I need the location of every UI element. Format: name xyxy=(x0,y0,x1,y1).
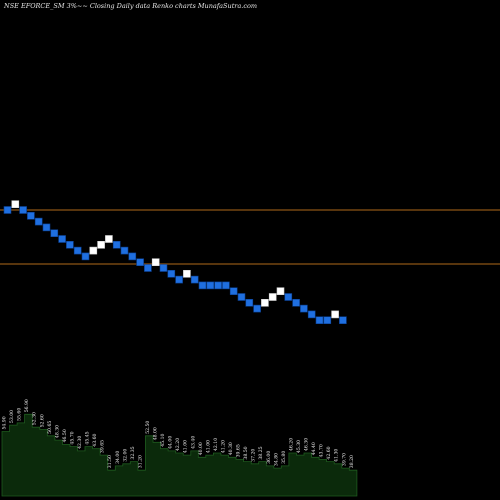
volume-label: 44.40 xyxy=(311,442,317,455)
volume-label: 36.00 xyxy=(266,451,272,464)
volume-label: 38.25 xyxy=(258,446,264,459)
brick-16-down xyxy=(120,246,129,255)
chart-title: NSE EFORCE_SM 3%~~ Closing Daily data Re… xyxy=(3,2,257,10)
volume-label: 40.30 xyxy=(228,442,234,455)
volume-label: 45.30 xyxy=(296,440,302,453)
volume-label: 53.00 xyxy=(9,410,15,423)
volume-label: 41.20 xyxy=(220,440,226,453)
brick-35-up xyxy=(268,293,277,301)
volume-panel xyxy=(1,413,358,497)
brick-41-down xyxy=(315,316,324,325)
brick-5-down xyxy=(34,217,43,226)
brick-9-down xyxy=(66,241,74,249)
brick-4-down xyxy=(27,212,35,220)
brick-39-down xyxy=(300,304,308,313)
brick-32-down xyxy=(245,298,254,307)
volume-label: 37.20 xyxy=(251,449,257,462)
volume-label: 42.10 xyxy=(213,438,219,451)
volume-label: 34.80 xyxy=(273,453,279,466)
brick-19-down xyxy=(144,264,152,272)
brick-24-up xyxy=(183,269,191,278)
reference-lines xyxy=(0,209,500,265)
brick-22-down xyxy=(167,269,176,278)
brick-3-down xyxy=(19,206,27,214)
volume-label: 41.00 xyxy=(205,440,211,453)
volume-label: 39.65 xyxy=(236,444,242,457)
brick-10-down xyxy=(73,246,82,255)
volume-label: 45.70 xyxy=(70,431,76,444)
brick-25-down xyxy=(190,275,199,284)
volume-label: 35.80 xyxy=(281,451,287,464)
brick-23-down xyxy=(175,275,183,284)
brick-43-up xyxy=(331,310,339,319)
volume-label: 39.65 xyxy=(100,440,106,453)
volume-label: 43.70 xyxy=(319,444,325,457)
brick-30-down xyxy=(229,287,238,296)
brick-18-down xyxy=(136,258,144,267)
volume-label: 32.35 xyxy=(130,446,136,459)
volume-label: 34.00 xyxy=(115,451,121,464)
volume-area xyxy=(1,413,358,497)
volume-label: 39.70 xyxy=(341,453,347,466)
volume-label: 31.20 xyxy=(137,455,143,468)
brick-17-down xyxy=(128,252,137,261)
brick-36-up xyxy=(276,287,285,296)
brick-1-down xyxy=(3,206,12,214)
brick-29-down xyxy=(222,281,230,290)
volume-label: 42.60 xyxy=(326,446,332,459)
volume-label: 55.60 xyxy=(17,408,23,421)
brick-14-up xyxy=(105,235,113,243)
volume-label: 48.00 xyxy=(153,427,159,440)
volume-label: 56.90 xyxy=(24,399,30,412)
brick-11-down xyxy=(81,252,90,261)
volume-label: 41.00 xyxy=(183,440,189,453)
volume-label: 46.30 xyxy=(304,438,310,451)
brick-20-up xyxy=(151,258,160,267)
brick-2-up xyxy=(11,200,20,208)
volume-label: 44.00 xyxy=(168,436,174,449)
volume-label: 41.30 xyxy=(334,449,340,462)
volume-label: 46.50 xyxy=(62,429,68,442)
brick-33-down xyxy=(253,304,261,313)
volume-label: 45.10 xyxy=(160,433,166,446)
brick-15-down xyxy=(112,241,121,249)
volume-label: 52.50 xyxy=(145,421,151,434)
volume-label: 52.60 xyxy=(39,414,45,427)
brick-40-down xyxy=(307,310,316,319)
volume-label: 42.20 xyxy=(175,438,181,451)
brick-27-down xyxy=(206,281,215,290)
volume-label: 38.20 xyxy=(349,455,355,468)
brick-12-up xyxy=(89,246,98,255)
brick-28-down xyxy=(214,281,222,290)
volume-label: 52.30 xyxy=(32,412,38,425)
volume-label: 43.40 xyxy=(190,436,196,449)
volume-label: 43.60 xyxy=(92,433,98,446)
brick-42-down xyxy=(323,316,332,325)
brick-34-up xyxy=(261,298,269,307)
volume-label: 31.50 xyxy=(107,455,113,468)
volume-label: 42.30 xyxy=(77,436,83,449)
volume-label: 40.00 xyxy=(198,442,204,455)
volume-label: 45.45 xyxy=(85,431,91,444)
volume-label: 32.00 xyxy=(122,449,128,462)
brick-37-down xyxy=(284,293,293,301)
volume-label: 48.30 xyxy=(54,425,60,438)
volume-label: 46.20 xyxy=(288,438,294,451)
brick-38-down xyxy=(292,298,300,307)
volume-label: 54.90 xyxy=(2,416,8,429)
brick-13-up xyxy=(97,241,105,249)
brick-7-down xyxy=(50,229,59,237)
brick-21-down xyxy=(159,264,168,272)
brick-31-down xyxy=(237,293,246,301)
volume-label: 38.50 xyxy=(243,446,249,459)
renko-bricks xyxy=(3,200,347,325)
brick-26-down xyxy=(198,281,207,290)
volume-label: 50.65 xyxy=(47,421,53,434)
brick-8-down xyxy=(58,235,66,243)
brick-44-down xyxy=(339,316,347,325)
brick-6-down xyxy=(42,223,51,232)
